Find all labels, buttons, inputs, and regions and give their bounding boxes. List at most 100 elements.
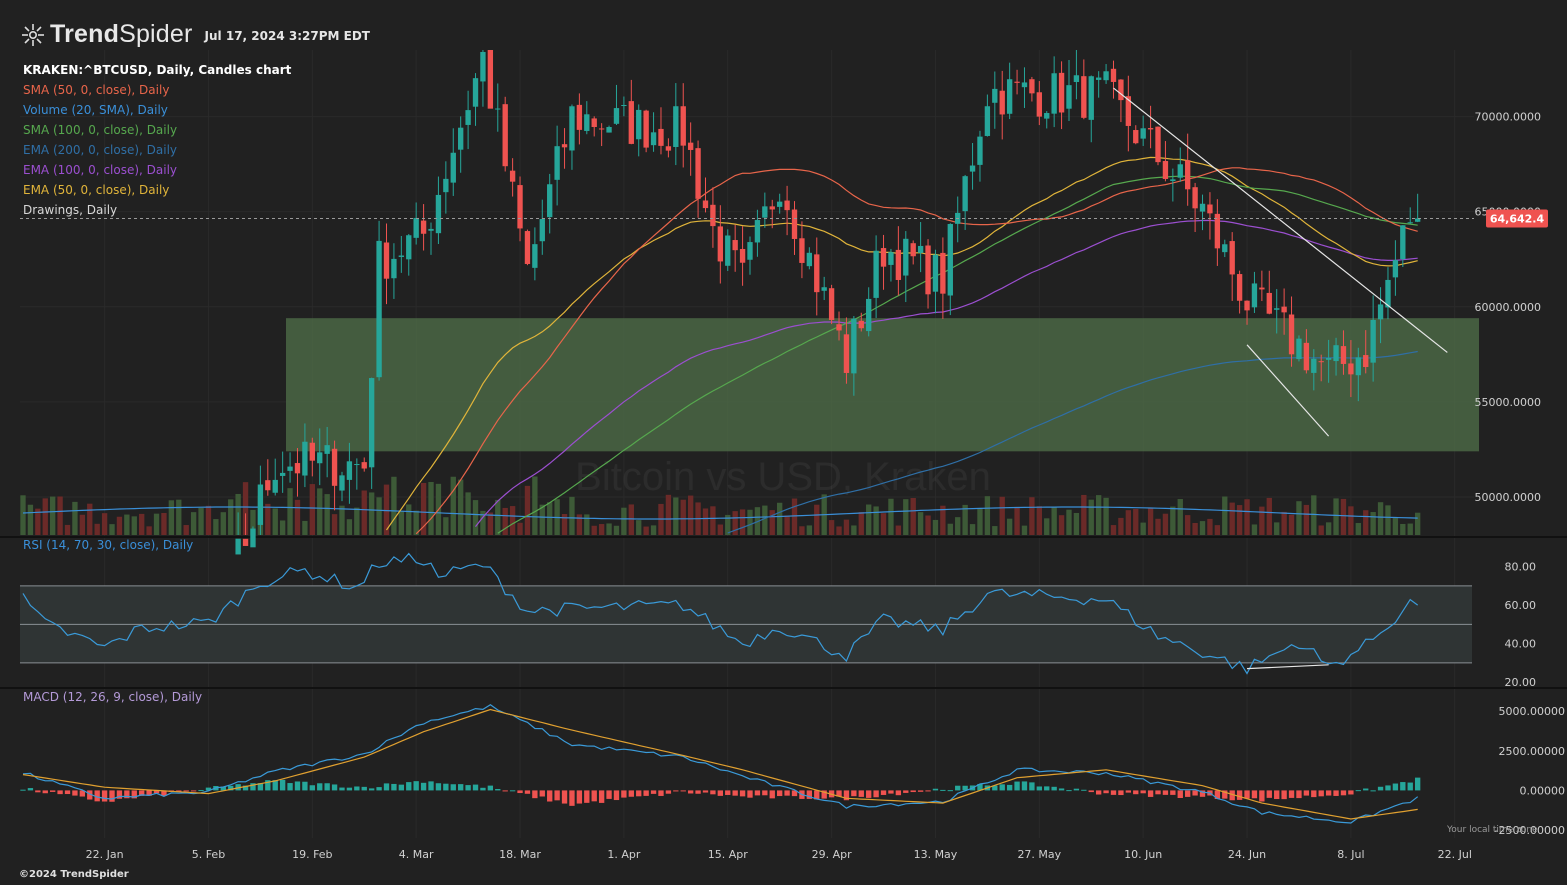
macd-histogram-bar — [917, 790, 924, 792]
macd-histogram-bar — [665, 790, 672, 794]
volume-bar — [710, 506, 716, 535]
volume-bar — [1051, 506, 1057, 535]
legend-item[interactable]: EMA (200, 0, close), Daily — [23, 143, 178, 157]
candle-body — [1155, 126, 1161, 163]
macd-histogram-bar — [465, 785, 471, 791]
volume-bar — [1259, 506, 1265, 535]
candle-body — [1274, 308, 1280, 310]
macd-histogram-bar — [1340, 790, 1347, 796]
candle-body — [747, 242, 753, 260]
macd-histogram-bar — [636, 790, 642, 797]
candle-body — [428, 228, 434, 231]
candle-body — [791, 209, 798, 239]
volume-bar — [851, 525, 857, 535]
macd-histogram-bar — [183, 790, 189, 792]
macd-histogram-bar — [895, 790, 902, 796]
macd-histogram-bar — [272, 780, 278, 791]
volume-bar — [272, 508, 278, 535]
candle-body — [665, 146, 672, 151]
candle-body — [1170, 179, 1176, 182]
candle-body — [1140, 128, 1146, 139]
legend-item[interactable]: SMA (100, 0, close), Daily — [23, 123, 178, 137]
candle-body — [1333, 345, 1339, 362]
legend-item[interactable]: Drawings, Daily — [23, 203, 118, 217]
candles[interactable] — [235, 50, 1421, 555]
candle-body — [999, 90, 1005, 115]
candle-body — [1407, 222, 1413, 224]
macd-histogram-bar — [72, 790, 78, 796]
legend-item[interactable]: Volume (20, SMA), Daily — [23, 103, 168, 117]
legend-item[interactable]: KRAKEN:^BTCUSD, Daily, Candles chart — [23, 63, 292, 77]
candle-body — [806, 252, 813, 267]
macd-histogram-bar — [94, 790, 100, 802]
macd-histogram-bar — [1370, 790, 1376, 792]
volume-bar — [79, 514, 86, 535]
candle-body — [435, 194, 442, 234]
candle-body — [1058, 72, 1065, 113]
macd-histogram-bar — [591, 790, 597, 802]
macd-histogram-bar — [42, 790, 48, 794]
volume-bar — [146, 526, 152, 535]
macd-tick-label: -2500.00000 — [1495, 824, 1565, 837]
candle-body — [302, 441, 308, 476]
volume-bar — [1177, 499, 1183, 535]
candle-body — [828, 288, 835, 320]
macd-histogram-bar — [613, 790, 620, 801]
candle-body — [1088, 76, 1094, 120]
candle-body — [279, 472, 286, 476]
macd-histogram-bar — [754, 790, 761, 796]
volume-bar — [354, 507, 360, 535]
macd-histogram-bar — [398, 784, 405, 791]
macd-histogram-bar — [413, 781, 419, 791]
candle-body — [1133, 130, 1139, 144]
date-tick-label: 15. Apr — [708, 848, 748, 861]
volume-bar — [799, 526, 805, 535]
macd-histogram-bar — [205, 787, 212, 791]
candle-body — [673, 106, 679, 148]
macd-histogram-bar — [814, 790, 820, 800]
macd-histogram-bar — [1229, 790, 1235, 801]
volume-bar — [109, 524, 115, 535]
legend-item[interactable]: EMA (100, 0, close), Daily — [23, 163, 178, 177]
volume-bar — [450, 476, 456, 535]
macd-histogram-bar — [153, 790, 160, 794]
volume-bar — [242, 482, 249, 535]
macd-histogram-bar — [1325, 790, 1332, 796]
volume-bar — [94, 523, 100, 535]
candle-body — [1118, 79, 1124, 101]
macd-histogram-bar — [1377, 786, 1384, 791]
candle-body — [1110, 68, 1117, 82]
trend-drawings[interactable] — [20, 87, 1474, 437]
volume-bar — [643, 526, 649, 535]
legend-item[interactable]: SMA (50, 0, close), Daily — [23, 83, 170, 97]
candle-body — [777, 201, 783, 207]
volume-bar — [183, 525, 189, 535]
macd-histogram-bar — [1192, 790, 1198, 796]
candle-body — [658, 128, 664, 146]
candle-body — [465, 110, 471, 125]
rsi-pane: 80.00 60.00 40.00 20.00 — [20, 552, 1536, 689]
candle-body — [799, 238, 805, 263]
volume-bar — [747, 509, 753, 535]
macd-histogram-bar — [406, 782, 412, 791]
volume-bar — [873, 506, 879, 535]
candle-body — [361, 462, 367, 469]
volume-bar — [591, 525, 597, 535]
volume-bar — [509, 506, 516, 535]
candle-body — [413, 217, 419, 238]
volume-bar — [339, 505, 345, 535]
legend-item[interactable]: EMA (50, 0, close), Daily — [23, 183, 170, 197]
macd-histogram-bar — [1236, 790, 1243, 800]
candle-body — [903, 238, 909, 276]
candle-body — [346, 461, 353, 480]
macd-histogram-bar — [1170, 790, 1176, 795]
volume-bar — [932, 519, 939, 535]
volume-bar — [992, 526, 998, 535]
macd-histogram-bar — [35, 790, 41, 793]
candle-body — [643, 110, 649, 148]
volume-bar — [1296, 501, 1302, 535]
macd-histogram-bar — [309, 785, 315, 791]
volume-bar — [717, 524, 723, 535]
candle-body — [1192, 187, 1198, 209]
